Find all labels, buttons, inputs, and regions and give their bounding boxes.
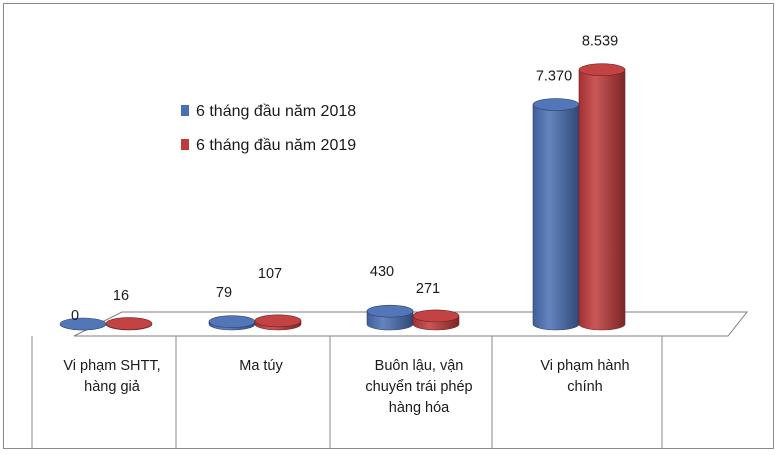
bar-2018-3-top (366, 304, 414, 318)
bar-2019-2-value-label: 107 (258, 266, 282, 282)
bar-2019-3-top (412, 309, 460, 323)
bar-2018-4-body (532, 104, 580, 331)
bar-2018-1-top (59, 317, 107, 331)
bar-2019-4-value-label: 8.539 (582, 34, 618, 50)
chart-frame: 6 tháng đầu năm 2018 6 tháng đầu năm 2019… (3, 3, 774, 449)
bar-2018-4-top (532, 98, 580, 111)
category-label-4: Vi phạm hành chính (540, 358, 629, 395)
bar-2018-4-value-label: 7.370 (536, 69, 572, 85)
bar-2018-4 (532, 98, 580, 331)
bar-2019-1 (105, 317, 153, 331)
bar-2018-2 (208, 315, 256, 331)
legend-label-1: 6 tháng đầu năm 2018 (196, 103, 356, 120)
legend-label-2: 6 tháng đầu năm 2019 (196, 137, 356, 154)
bar-2019-4-top (578, 63, 626, 77)
bar-2018-2-top (208, 315, 256, 328)
category-label-2: Ma túy (239, 358, 283, 374)
legend: 6 tháng đầu năm 2018 6 tháng đầu năm 2019 (181, 103, 356, 154)
bar-2019-3 (412, 309, 460, 331)
bar-2018-3 (366, 304, 414, 331)
bar-chart: 6 tháng đầu năm 2018 6 tháng đầu năm 2019… (31, 34, 749, 448)
bar-2018-2-value-label: 79 (216, 285, 232, 301)
legend-swatch-1 (181, 105, 189, 116)
bar-2019-2-top (254, 314, 302, 328)
bar-2018-3-value-label: 430 (370, 264, 394, 280)
category-label-3: Buôn lậu, vận chuyển trái phép hàng hóa (365, 358, 472, 416)
bar-2018-1-value-label: 0 (71, 308, 79, 324)
legend-swatch-2 (181, 139, 189, 150)
bar-2019-4 (578, 63, 626, 331)
bar-2019-1-top (105, 317, 153, 330)
data-labels: 0 16 79 107 430 271 7.370 8.539 (71, 34, 618, 324)
bar-2018-1 (59, 317, 107, 331)
bar-2019-2 (254, 314, 302, 331)
category-label-1: Vi phạm SHTT, hàng giả (63, 358, 160, 395)
bars (59, 63, 626, 331)
bar-2019-3-value-label: 271 (416, 281, 440, 297)
category-axis: Vi phạm SHTT, hàng giả Ma túy Buôn lậu, vận… (31, 336, 663, 448)
bar-2019-4-body (578, 69, 626, 331)
bar-2019-1-value-label: 16 (113, 288, 129, 304)
